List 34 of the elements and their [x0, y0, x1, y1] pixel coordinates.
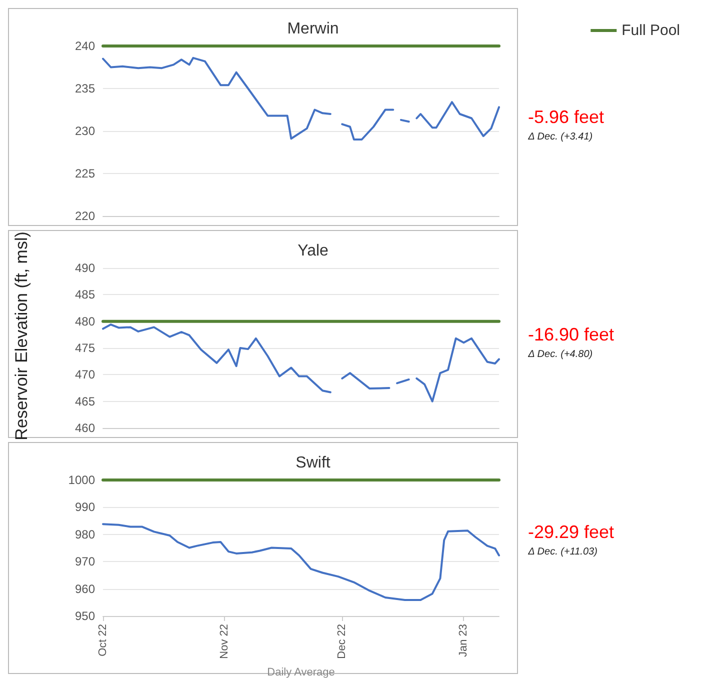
y-tick-label: 230	[74, 124, 96, 138]
y-tick-label: 960	[74, 582, 96, 596]
y-tick-label: 465	[74, 394, 96, 408]
y-tick-label: 225	[74, 166, 96, 180]
y-tick-label: 475	[74, 341, 96, 355]
y-tick-label: 220	[74, 209, 96, 223]
y-tick-label: 240	[74, 39, 96, 53]
x-tick-label: Nov 22	[218, 624, 231, 659]
x-tick-label: Oct 22	[97, 624, 109, 656]
text: -5.96 feet	[528, 106, 604, 127]
text: Δ Dec. (+3.41)	[527, 131, 593, 142]
y-tick-label: 480	[74, 314, 96, 328]
chart-title: Merwin	[287, 20, 339, 38]
chart-title: Yale	[298, 242, 329, 260]
x-tick-label: Jan 23	[458, 624, 470, 658]
y-tick-label: 235	[74, 82, 96, 96]
chart-title: Swift	[296, 454, 331, 472]
text: Δ Dec. (+11.03)	[527, 546, 598, 558]
line-series	[102, 523, 500, 601]
y-axis-title: Reservoir Elevation (ft, msl)	[11, 230, 32, 442]
y-tick-label: 980	[74, 527, 96, 542]
legend-label: Full Pool	[622, 22, 680, 39]
text: -16.90 feet	[528, 324, 614, 344]
y-tick-label: 990	[74, 500, 96, 514]
y-tick-label: 970	[74, 554, 96, 569]
y-tick-label: 460	[74, 421, 96, 435]
text: -29.29 feet	[528, 522, 614, 542]
text: Δ Dec. (+4.80)	[527, 348, 593, 360]
x-tick-label: Dec 22	[336, 624, 348, 659]
y-tick-label: 1000	[68, 473, 96, 487]
y-tick-label: 485	[74, 288, 96, 302]
y-tick-label: 950	[74, 609, 96, 623]
y-tick-label: 490	[74, 261, 96, 275]
y-tick-label: 470	[74, 368, 96, 382]
